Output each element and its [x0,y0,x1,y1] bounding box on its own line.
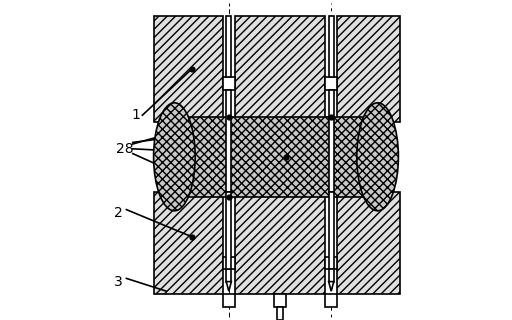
Bar [337,192,400,294]
Bar [175,117,378,197]
Bar [329,192,334,269]
Bar [234,16,326,122]
Polygon shape [329,282,334,291]
Bar [154,16,223,122]
Bar [226,269,231,282]
Bar [154,192,223,294]
Bar [326,294,337,307]
Bar [326,257,337,269]
Ellipse shape [154,103,195,211]
Text: 28: 28 [116,142,134,156]
Text: 2: 2 [114,206,123,220]
Bar [329,269,334,282]
Bar [337,16,400,122]
Bar [274,294,286,307]
Bar [278,307,283,320]
Polygon shape [226,282,231,291]
Text: 1: 1 [132,108,140,122]
Bar [234,192,326,294]
Text: 3: 3 [114,275,123,289]
Bar [329,90,334,192]
Bar [226,90,231,192]
Bar [223,294,234,307]
Bar [226,16,231,77]
Bar [326,77,337,90]
Bar [329,16,334,77]
Ellipse shape [357,103,398,211]
Bar [223,257,234,269]
Bar [223,77,234,90]
Bar [226,192,231,269]
